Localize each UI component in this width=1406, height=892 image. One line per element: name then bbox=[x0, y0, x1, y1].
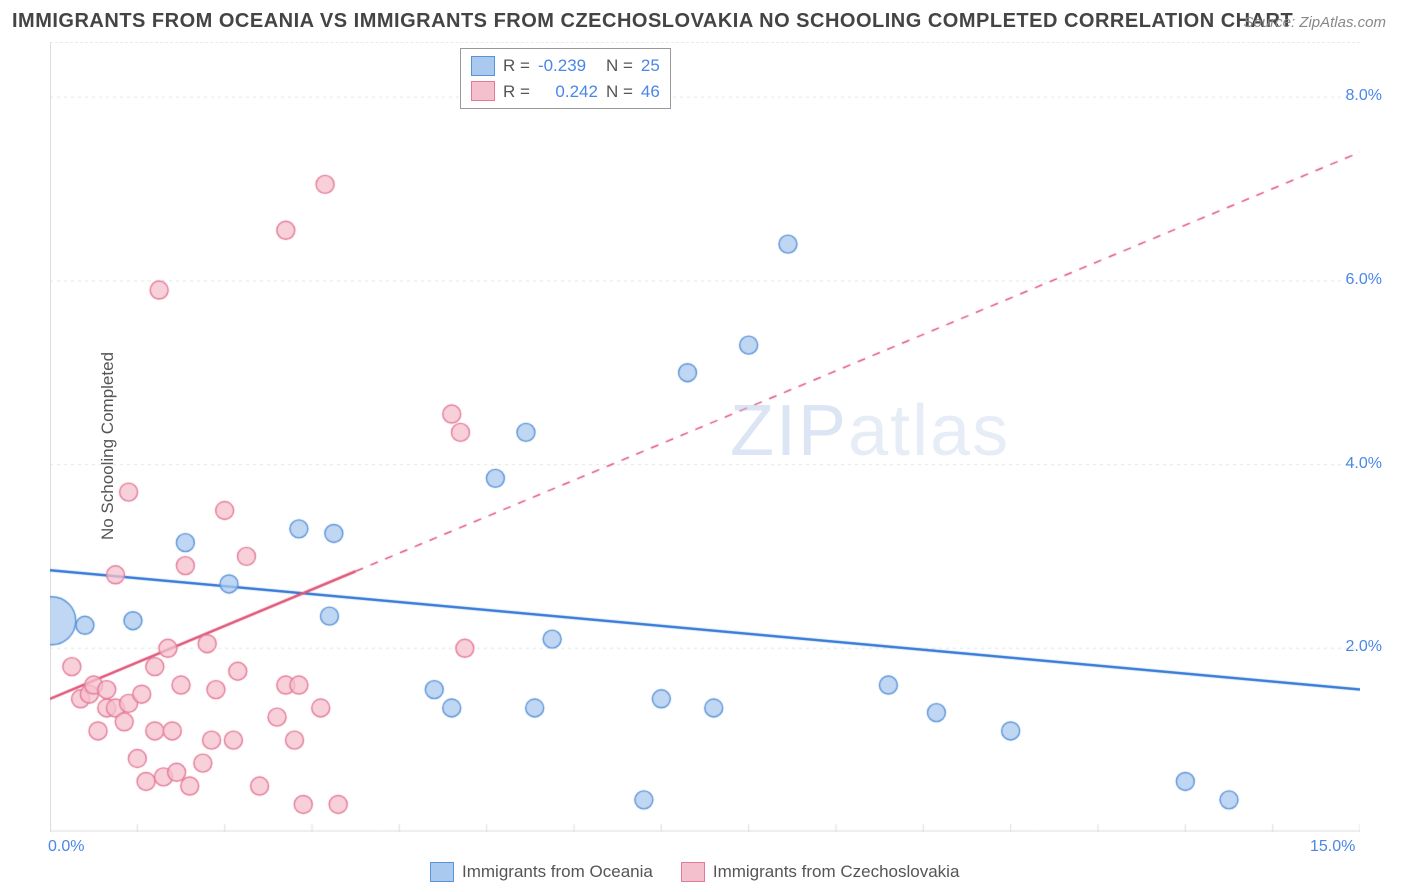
y-tick-label: 6.0% bbox=[1346, 271, 1382, 289]
r-value: 0.242 bbox=[538, 79, 598, 105]
n-label: N = bbox=[606, 53, 633, 79]
legend-label: Immigrants from Czechoslovakia bbox=[713, 862, 960, 882]
scatter-canvas bbox=[50, 42, 1360, 832]
x-tick-label: 15.0% bbox=[1310, 838, 1355, 856]
y-tick-label: 4.0% bbox=[1346, 455, 1382, 473]
r-label: R = bbox=[503, 53, 530, 79]
legend-top: R = -0.239 N = 25 R = 0.242 N = 46 bbox=[460, 48, 671, 109]
legend-bottom: Immigrants from Oceania Immigrants from … bbox=[430, 862, 959, 882]
n-label: N = bbox=[606, 79, 633, 105]
legend-label: Immigrants from Oceania bbox=[462, 862, 653, 882]
swatch-icon bbox=[430, 862, 454, 882]
swatch-icon bbox=[471, 81, 495, 101]
legend-item: Immigrants from Oceania bbox=[430, 862, 653, 882]
y-tick-label: 8.0% bbox=[1346, 87, 1382, 105]
legend-top-row: R = -0.239 N = 25 bbox=[471, 53, 660, 79]
r-value: -0.239 bbox=[538, 53, 598, 79]
n-value: 25 bbox=[641, 53, 660, 79]
chart-title: IMMIGRANTS FROM OCEANIA VS IMMIGRANTS FR… bbox=[12, 10, 1293, 33]
r-label: R = bbox=[503, 79, 530, 105]
legend-item: Immigrants from Czechoslovakia bbox=[681, 862, 960, 882]
source-label: Source: ZipAtlas.com bbox=[1243, 14, 1386, 31]
x-tick-label: 0.0% bbox=[48, 838, 84, 856]
swatch-icon bbox=[471, 56, 495, 76]
n-value: 46 bbox=[641, 79, 660, 105]
swatch-icon bbox=[681, 862, 705, 882]
legend-top-row: R = 0.242 N = 46 bbox=[471, 79, 660, 105]
y-tick-label: 2.0% bbox=[1346, 638, 1382, 656]
